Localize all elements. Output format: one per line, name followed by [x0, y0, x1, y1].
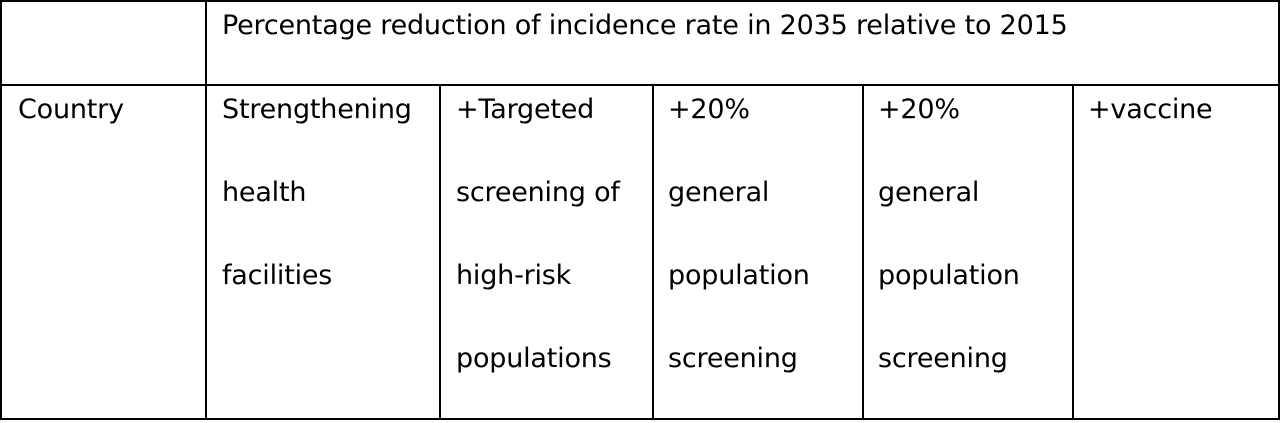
column-header-line: screening of — [456, 177, 620, 208]
table-column-divider — [1072, 84, 1074, 420]
column-header-line: screening — [878, 343, 1008, 374]
column-header-line: +20% — [668, 94, 750, 125]
country-header: Country — [18, 94, 124, 125]
table-border-bottom — [0, 418, 1280, 420]
table-title: Percentage reduction of incidence rate i… — [222, 10, 1068, 41]
column-header-vaccine: +vaccine — [1088, 68, 1213, 151]
column-header-line: health — [222, 177, 307, 208]
column-header-line: +vaccine — [1088, 94, 1213, 125]
table-column-divider — [862, 84, 864, 420]
column-header-line: general — [878, 177, 980, 208]
column-header-line: general — [668, 177, 770, 208]
column-header-general-screening-2: +20% general population screening — [878, 68, 1020, 400]
column-header-line: population — [668, 260, 810, 291]
column-header-line: +Targeted — [456, 94, 595, 125]
column-header-general-screening-1: +20% general population screening — [668, 68, 810, 400]
column-header-line: screening — [668, 343, 798, 374]
column-header-line: Strengthening — [222, 94, 412, 125]
column-header-line: high-risk — [456, 260, 572, 291]
column-header-line: population — [878, 260, 1020, 291]
column-header-strengthening: Strengthening health facilities — [222, 68, 412, 317]
table-border-right — [1278, 0, 1280, 420]
table-column-divider — [652, 84, 654, 420]
column-header-line: facilities — [222, 260, 333, 291]
column-header-line: populations — [456, 343, 612, 374]
table-row-divider — [0, 84, 1280, 86]
table-border-top — [0, 0, 1280, 2]
column-header-targeted-screening: +Targeted screening of high-risk populat… — [456, 68, 620, 400]
table-column-divider — [205, 0, 207, 420]
table-column-divider — [439, 84, 441, 420]
column-header-line: +20% — [878, 94, 960, 125]
table-border-left — [0, 0, 2, 420]
